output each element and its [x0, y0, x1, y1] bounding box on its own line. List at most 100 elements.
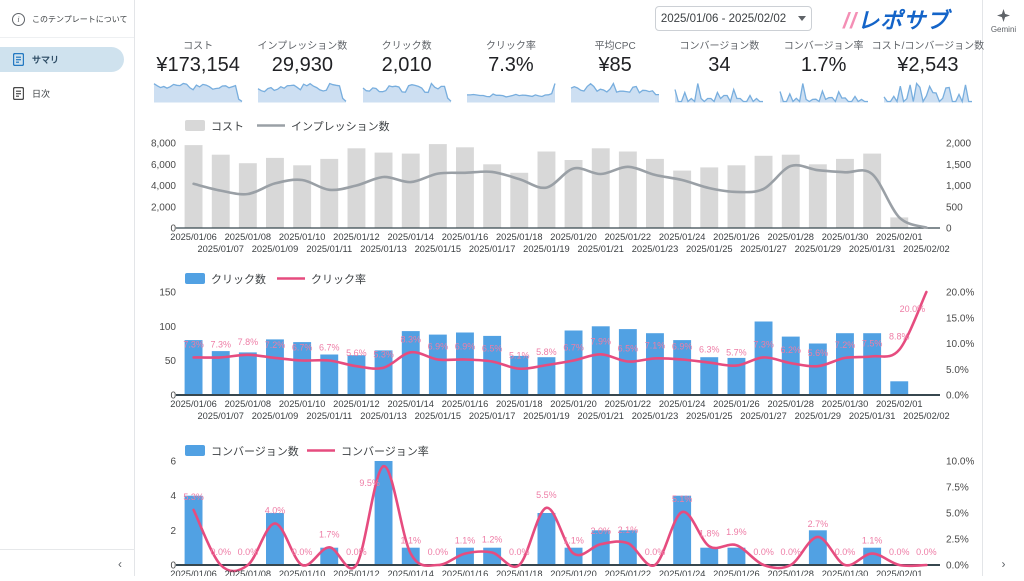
- svg-text:0.0%: 0.0%: [292, 547, 313, 557]
- combo-chart-canvas: クリック数 クリック率 0 50 100 150 0.0% 5.0% 10.0% 15.0% 20.…: [159, 272, 974, 421]
- sidebar-item-label: サマリ: [32, 55, 60, 65]
- gemini-button[interactable]: Gemini: [983, 9, 1024, 34]
- gemini-label: Gemini: [990, 25, 1017, 34]
- sidebar-item-about-template[interactable]: i このテンプレートについて: [0, 0, 134, 38]
- sidebar-item-label: 日次: [32, 89, 51, 99]
- svg-text:7.2%: 7.2%: [265, 340, 286, 350]
- svg-text:2025/01/19: 2025/01/19: [523, 411, 570, 421]
- sidebar-item-daily[interactable]: 日次: [0, 81, 124, 106]
- svg-text:5.5%: 5.5%: [536, 490, 557, 500]
- svg-text:2025/01/14: 2025/01/14: [387, 232, 434, 242]
- svg-text:2025/01/24: 2025/01/24: [659, 232, 706, 242]
- kpi-sparkline: [153, 82, 243, 103]
- svg-text:5.6%: 5.6%: [346, 348, 367, 358]
- svg-text:コンバージョン数: コンバージョン数: [211, 445, 299, 458]
- svg-text:0.0%: 0.0%: [835, 547, 856, 557]
- svg-text:0.0%: 0.0%: [346, 547, 367, 557]
- svg-text:2025/01/23: 2025/01/23: [632, 411, 679, 421]
- svg-text:2025/01/12: 2025/01/12: [333, 232, 380, 242]
- svg-text:1,500: 1,500: [946, 160, 971, 171]
- svg-text:0.0%: 0.0%: [428, 547, 449, 557]
- svg-text:6.7%: 6.7%: [563, 343, 584, 353]
- svg-text:6.7%: 6.7%: [292, 343, 313, 353]
- kpi-row: コスト ¥173,154 インプレッション数 29,930 クリック数 2,010 クリック…: [146, 37, 984, 104]
- svg-text:2025/01/14: 2025/01/14: [387, 399, 434, 409]
- svg-text:2025/01/17: 2025/01/17: [469, 411, 516, 421]
- expand-panel-chevron-icon[interactable]: ›: [1001, 557, 1006, 571]
- svg-text:150: 150: [159, 288, 176, 299]
- svg-text:2025/01/29: 2025/01/29: [795, 244, 842, 254]
- kpi-value: ¥2,543: [897, 54, 959, 76]
- svg-text:8.3%: 8.3%: [400, 334, 421, 344]
- svg-text:0.0%: 0.0%: [946, 561, 969, 572]
- svg-text:2025/01/12: 2025/01/12: [333, 399, 380, 409]
- kpi-value: 1.7%: [800, 54, 847, 76]
- svg-text:7.2%: 7.2%: [835, 340, 856, 350]
- svg-text:1.9%: 1.9%: [726, 527, 747, 537]
- logo-text: レポサブ: [857, 8, 950, 33]
- kpi-card: インプレッション数 29,930: [250, 37, 354, 104]
- document-icon: [13, 87, 24, 100]
- svg-text:0.0%: 0.0%: [946, 391, 969, 402]
- svg-text:0: 0: [170, 391, 176, 402]
- kpi-card: コンバージョン率 1.7%: [772, 37, 876, 104]
- svg-text:2025/02/02: 2025/02/02: [903, 411, 950, 421]
- svg-text:9.5%: 9.5%: [359, 478, 380, 488]
- svg-text:2025/01/15: 2025/01/15: [415, 244, 462, 254]
- svg-text:2025/01/28: 2025/01/28: [767, 232, 814, 242]
- kpi-sparkline: [674, 83, 764, 104]
- date-range-picker[interactable]: 2025/01/06 - 2025/02/02: [655, 6, 812, 31]
- svg-text:20.0%: 20.0%: [946, 288, 974, 299]
- svg-text:2025/01/24: 2025/01/24: [659, 569, 706, 576]
- kpi-value: ¥173,154: [156, 54, 240, 76]
- gemini-star-icon: [997, 9, 1010, 22]
- kpi-card: コスト ¥173,154: [146, 37, 250, 104]
- svg-text:2025/01/26: 2025/01/26: [713, 399, 760, 409]
- svg-text:2025/01/30: 2025/01/30: [822, 399, 869, 409]
- svg-text:7.1%: 7.1%: [645, 340, 666, 350]
- svg-text:4: 4: [170, 491, 176, 502]
- svg-text:6.5%: 6.5%: [618, 344, 639, 354]
- svg-text:10.0%: 10.0%: [946, 339, 974, 350]
- svg-text:2025/01/20: 2025/01/20: [550, 399, 597, 409]
- svg-text:6.2%: 6.2%: [780, 345, 801, 355]
- svg-text:2025/01/19: 2025/01/19: [523, 244, 570, 254]
- kpi-label: コンバージョン数: [679, 41, 760, 52]
- svg-text:2025/01/18: 2025/01/18: [496, 399, 543, 409]
- svg-text:5.3%: 5.3%: [183, 492, 204, 502]
- kpi-sparkline: [362, 82, 452, 103]
- svg-text:0.0%: 0.0%: [889, 547, 910, 557]
- svg-text:6.9%: 6.9%: [672, 342, 693, 352]
- svg-text:0.0%: 0.0%: [238, 547, 259, 557]
- svg-text:2025/01/06: 2025/01/06: [170, 232, 217, 242]
- svg-text:2025/02/02: 2025/02/02: [903, 244, 950, 254]
- svg-text:2025/01/22: 2025/01/22: [605, 399, 652, 409]
- about-template-label: このテンプレートについて: [32, 15, 128, 24]
- svg-text:2025/01/09: 2025/01/09: [252, 411, 299, 421]
- svg-text:2025/01/30: 2025/01/30: [822, 569, 869, 576]
- kpi-sparkline: [258, 82, 347, 103]
- sidebar-item-summary[interactable]: サマリ: [0, 47, 124, 72]
- svg-text:2025/01/06: 2025/01/06: [170, 569, 217, 576]
- svg-text:0: 0: [170, 561, 176, 572]
- svg-text:5.8%: 5.8%: [536, 347, 557, 357]
- date-range-value: 2025/01/06 - 2025/02/02: [660, 12, 787, 25]
- svg-text:1.7%: 1.7%: [319, 529, 340, 539]
- svg-text:2025/01/07: 2025/01/07: [197, 411, 244, 421]
- app-logo: //レポサブ: [843, 3, 949, 35]
- svg-text:2025/01/16: 2025/01/16: [442, 399, 489, 409]
- svg-text:6: 6: [170, 457, 176, 468]
- svg-text:2025/01/26: 2025/01/26: [713, 232, 760, 242]
- kpi-sparkline: [883, 82, 972, 104]
- svg-text:2025/01/15: 2025/01/15: [415, 411, 462, 421]
- svg-text:7.5%: 7.5%: [946, 483, 969, 494]
- collapse-sidebar-chevron-icon[interactable]: ‹: [118, 557, 122, 571]
- svg-text:2025/01/09: 2025/01/09: [252, 244, 299, 254]
- svg-text:7.3%: 7.3%: [753, 339, 774, 349]
- svg-text:コンバージョン率: コンバージョン率: [341, 444, 429, 458]
- svg-text:2025/02/01: 2025/02/01: [876, 399, 923, 409]
- svg-text:2025/01/31: 2025/01/31: [849, 411, 896, 421]
- svg-text:2025/01/08: 2025/01/08: [225, 232, 272, 242]
- clicks-ctr-chart: クリック数 クリック率 0 50 100 150 0.0% 5.0% 10.0% 15.0% 20.…: [140, 265, 980, 432]
- kpi-label: クリック数: [381, 41, 432, 52]
